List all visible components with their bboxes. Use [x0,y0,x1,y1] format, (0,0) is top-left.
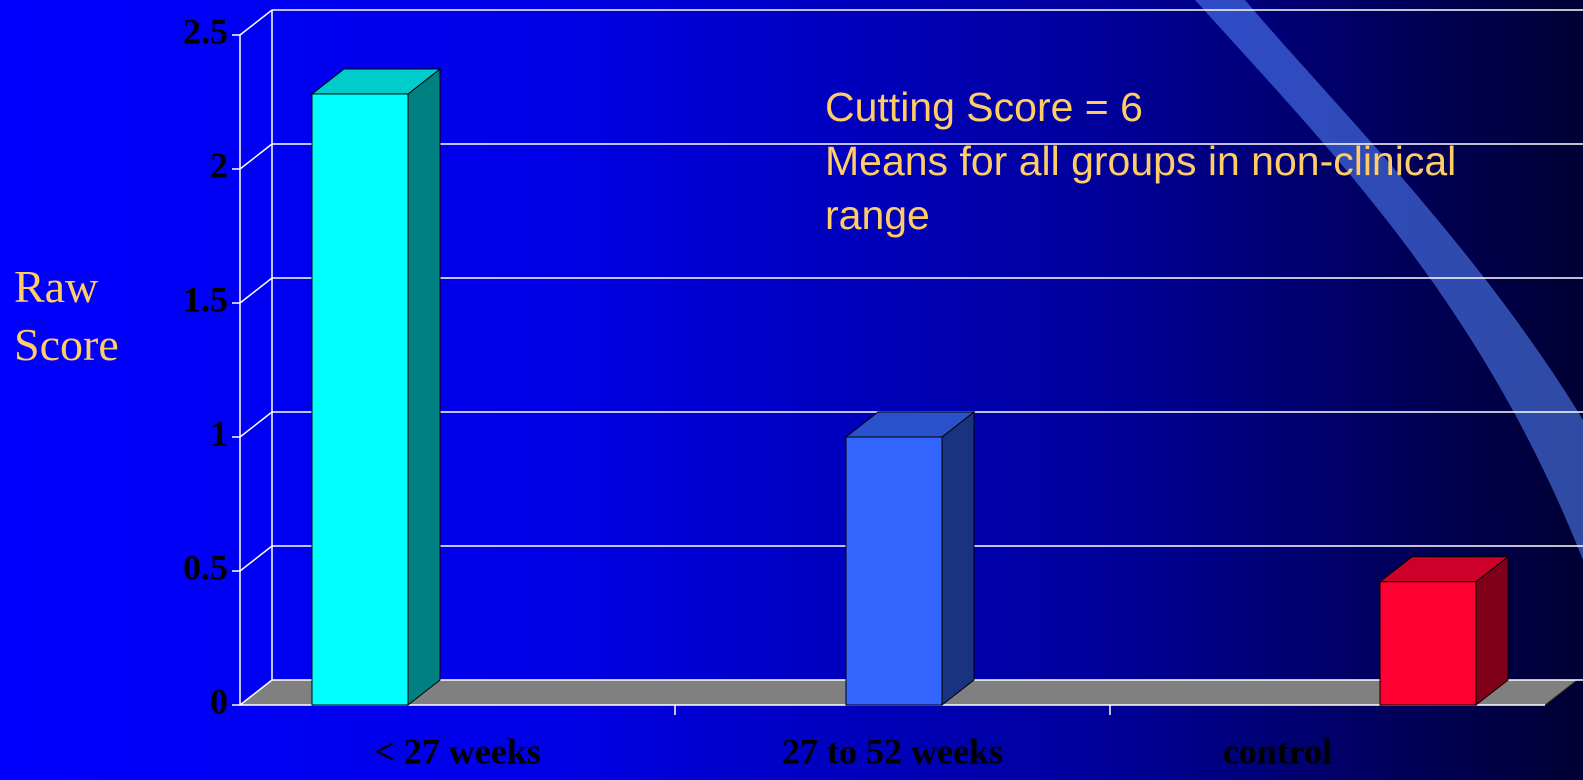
bar [312,94,408,705]
bar [846,437,942,705]
y-tick-label: 0.5 [183,547,228,587]
annotation: Means for all groups in non-clinical ran… [825,134,1515,242]
y-tick-label: 0 [210,681,228,721]
y-tick-label: 1.5 [183,279,228,319]
bar-side [1476,557,1508,705]
annotation: Cutting Score = 6 [825,80,1515,134]
bar [1380,582,1476,705]
grid-line [240,10,272,35]
y-tick-label: 2.5 [183,11,228,51]
x-tick-label: < 27 weeks [374,731,541,771]
y-tick-label: 1 [210,413,228,453]
bar-side [408,69,440,705]
grid-line [240,144,272,169]
y-axis-label: Raw Score [14,258,164,374]
annotations: Cutting Score = 6 Means for all groups i… [825,80,1515,242]
y-tick-label: 2 [210,145,228,185]
x-tick-label: 27 to 52 weeks [782,731,1003,771]
x-tick-label: control [1223,731,1332,771]
grid-line [240,546,272,571]
slide: 0 0.5 1 1.5 2 2.5 < 27 weeks 27 to 52 weeks cont… [0,0,1583,780]
bar-side [942,412,974,705]
grid-line [240,278,272,303]
grid-line [240,412,272,437]
